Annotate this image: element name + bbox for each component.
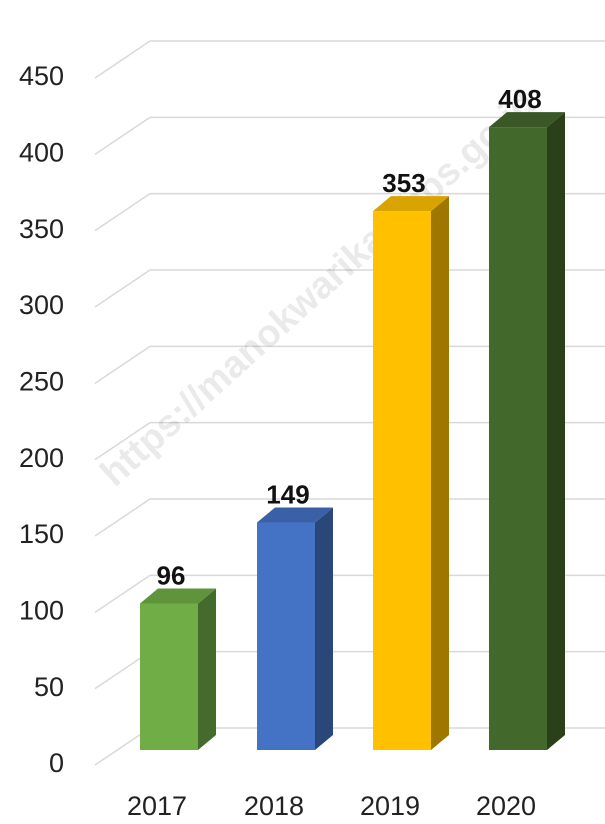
y-tick-label: 450 — [19, 61, 64, 91]
bar — [257, 507, 333, 750]
grid-line — [94, 345, 151, 384]
value-label: 353 — [382, 168, 425, 198]
grid-line — [94, 422, 151, 461]
bar-top — [140, 588, 216, 604]
grid-line — [94, 116, 151, 155]
x-tick-label: 2017 — [127, 791, 187, 821]
value-label: 149 — [266, 479, 309, 509]
y-tick-label: 50 — [34, 672, 64, 702]
y-tick-label: 400 — [19, 137, 64, 167]
bar — [373, 196, 449, 750]
bar-front — [373, 211, 431, 750]
grid-line — [94, 269, 151, 308]
grid-line — [94, 193, 151, 232]
bar-front — [140, 603, 198, 750]
y-tick-label: 100 — [19, 595, 64, 625]
bar-side — [198, 588, 216, 750]
y-tick-label: 250 — [19, 366, 64, 396]
y-tick-label: 0 — [49, 748, 64, 778]
grid-line — [94, 498, 151, 537]
y-tick-label: 300 — [19, 290, 64, 320]
value-label: 96 — [157, 560, 186, 590]
x-tick-label: 2018 — [244, 791, 304, 821]
grid-line — [94, 40, 151, 79]
bar-top — [489, 112, 565, 128]
value-label: 408 — [498, 84, 541, 114]
bar-top — [257, 507, 333, 523]
bar-side — [431, 196, 449, 750]
x-tick-label: 2019 — [360, 791, 420, 821]
bar — [140, 588, 216, 750]
y-tick-label: 350 — [19, 214, 64, 244]
grid-line — [94, 574, 151, 613]
bar-front — [489, 127, 547, 751]
bar-side — [315, 507, 333, 750]
y-tick-label: 150 — [19, 519, 64, 549]
bar-top — [373, 196, 449, 212]
x-tick-label: 2020 — [476, 791, 536, 821]
bar-front — [257, 522, 315, 750]
watermark: https://manokwarikab.bps.go.id — [93, 82, 545, 495]
bar — [489, 112, 565, 751]
bar-side — [547, 112, 565, 751]
y-tick-label: 200 — [19, 443, 64, 473]
